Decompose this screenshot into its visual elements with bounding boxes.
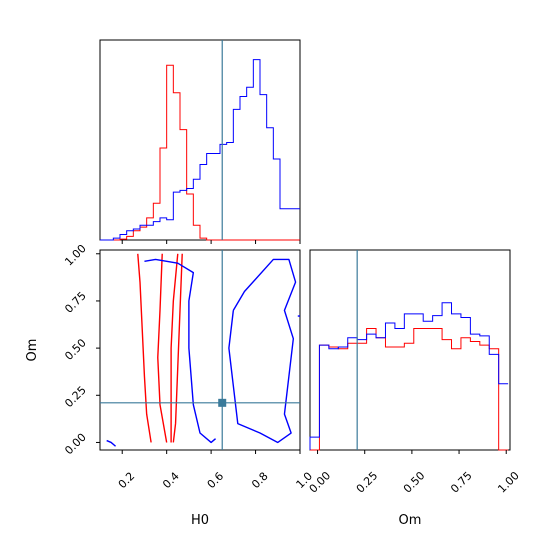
om-x-tick-label: 0.00 — [307, 469, 334, 496]
om-x-tick-label: 0.75 — [448, 469, 475, 496]
x-axis-title-om: Om — [399, 513, 422, 528]
om-y-tick-label: 0.75 — [62, 289, 89, 316]
om-x-tick-label: 0.50 — [401, 469, 428, 496]
histogram-om-panel: 0.00 0.25 0.50 0.75 1.00 — [307, 249, 522, 496]
om-y-tick-label: 1.00 — [62, 242, 89, 269]
histogram-h0-blue — [100, 59, 300, 241]
joint-contour-frame — [99, 249, 301, 451]
histogram-om-red — [310, 328, 509, 451]
y-axis-title-om: Om — [25, 339, 40, 362]
histogram-h0-red — [100, 64, 300, 241]
om-y-tick-label: 0.25 — [62, 384, 89, 411]
h0-tick-label: 0.8 — [249, 470, 271, 492]
om-x-tick-label: 0.25 — [354, 469, 381, 496]
contour-blue-2 — [228, 258, 297, 444]
contour-blue-0 — [106, 439, 117, 447]
contour-red-0 — [137, 253, 152, 443]
om-x-tick-label: 1.00 — [495, 469, 522, 496]
histogram-om-blue — [309, 302, 509, 450]
contour-blue-1 — [144, 258, 217, 444]
h0-tick-label: 0.2 — [116, 470, 138, 492]
joint-truth-marker — [218, 398, 227, 407]
contour-red-1 — [157, 253, 168, 443]
histogram-h0-panel — [99, 39, 301, 244]
contour-red-2 — [170, 253, 179, 443]
om-y-tick-label: 0.50 — [62, 336, 89, 363]
joint-contour-panel: 0.2 0.4 0.6 0.8 1.0 0.000.250.500.751.00 — [62, 242, 315, 491]
h0-tick-label: 0.6 — [205, 470, 227, 492]
histogram-om-frame — [309, 249, 511, 451]
contour-red-3 — [172, 253, 183, 443]
x-axis-title-h0: H0 — [191, 513, 209, 528]
h0-tick-label: 0.4 — [160, 470, 182, 492]
om-y-tick-label: 0.00 — [62, 431, 89, 458]
histogram-h0-frame — [99, 39, 301, 241]
